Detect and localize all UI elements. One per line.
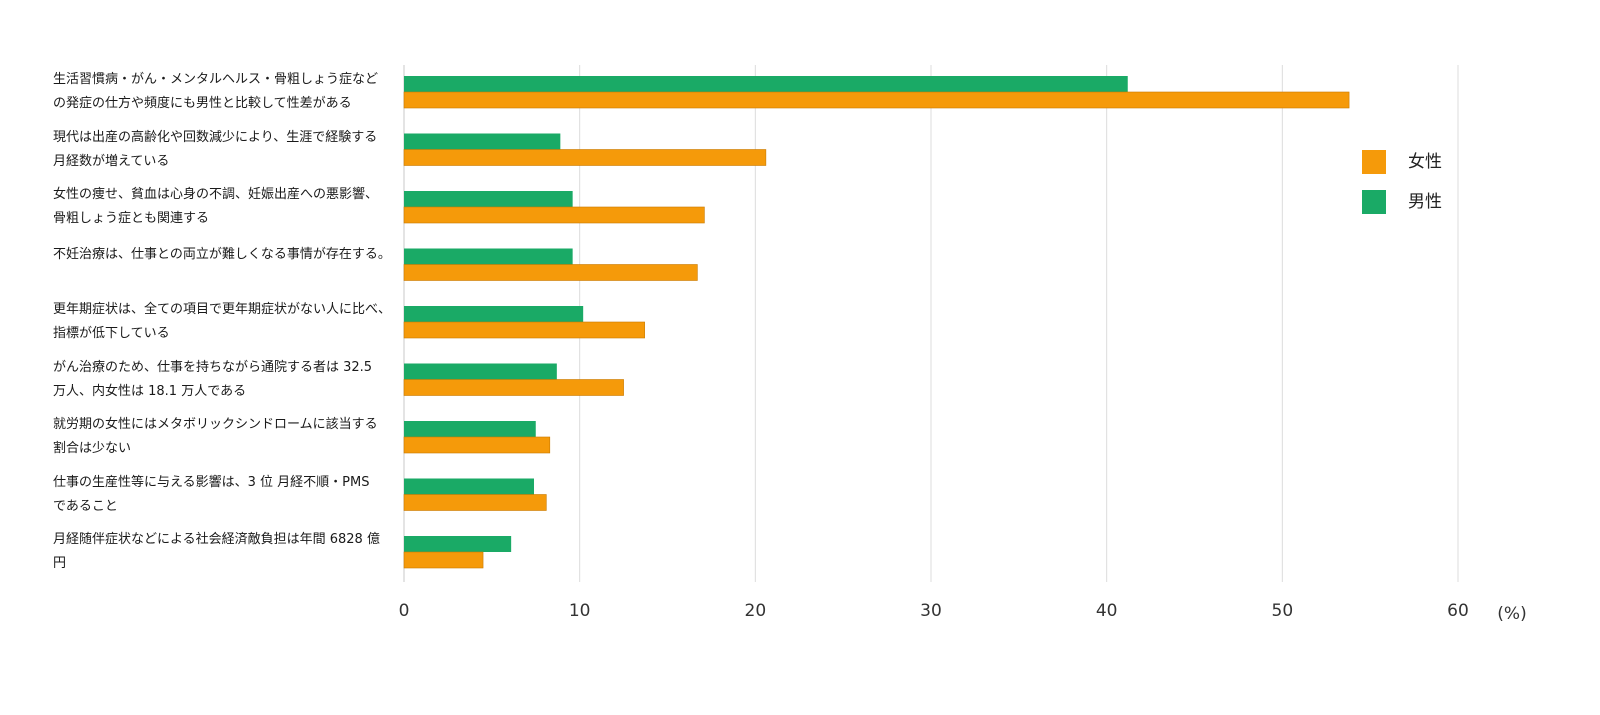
bar-male-2 — [404, 133, 561, 150]
x-tick-label-40: 40 — [1095, 601, 1118, 621]
bar-female-6 — [403, 379, 624, 396]
bar-female-1 — [403, 91, 1350, 109]
legend-swatch-2 — [1362, 190, 1386, 214]
x-tick-label-10: 10 — [568, 601, 591, 621]
x-tick-label-0: 0 — [398, 601, 410, 621]
category-label-8: 仕事の生産性等に与える影響は、3 位 月経不順・PMS であること — [53, 474, 370, 514]
bar-female-5 — [403, 321, 645, 339]
category-label-2: 現代は出産の高齢化や回数減少により、生涯で経験する 月経数が増えている — [53, 129, 378, 169]
category-label-4: 不妊治療は、仕事との両立が難しくなる事情が存在する。 — [53, 246, 391, 262]
x-tick-label-50: 50 — [1271, 601, 1294, 621]
bar-female-8 — [403, 494, 547, 511]
bar-male-7 — [404, 421, 536, 437]
bar-male-3 — [404, 191, 573, 207]
bar-female-7 — [403, 436, 551, 454]
bar-female-9 — [403, 551, 484, 569]
category-label-5: 更年期症状は、全ての項目で更年期症状がない人に比べ、 指標が低下している — [53, 302, 392, 341]
bar-male-8 — [404, 478, 534, 495]
x-tick-label-30: 30 — [920, 601, 942, 621]
bar-female-3 — [403, 206, 705, 224]
category-label-1: 生活習慣病・がん・メンタルヘルス・骨粗しょう症など の発症の仕方や頻度にも男性と… — [53, 72, 379, 111]
x-tick-label-60: 60 — [1447, 601, 1469, 621]
category-label-6: がん治療のため、仕事を持ちながら通院する者は 32.5 万人、内女性は 18.1… — [53, 359, 373, 399]
bar-male-6 — [404, 363, 557, 380]
bar-male-9 — [404, 536, 512, 552]
category-label-9: 月経随伴症状などによる社会経済敵負担は年間 6828 億 円 — [53, 532, 380, 571]
category-label-3: 女性の痩せ、貧血は心身の不調、妊娠出産への悪影響、 骨粗しょう症とも関連する — [53, 187, 379, 226]
bar-female-2 — [403, 149, 767, 166]
legend-swatch-1 — [1362, 150, 1386, 174]
x-tick-label-20: 20 — [744, 601, 767, 621]
legend-label-1: 女性 — [1408, 152, 1442, 172]
x-axis-unit: (%) — [1497, 604, 1527, 624]
bars — [403, 76, 1350, 569]
bar-male-1 — [404, 76, 1128, 92]
bar-female-4 — [403, 264, 698, 281]
bar-male-5 — [404, 306, 584, 322]
bar-male-4 — [404, 248, 573, 265]
legend-label-2: 男性 — [1408, 192, 1442, 212]
category-label-7: 就労期の女性にはメタボリックシンドロームに該当する 割合は少ない — [53, 417, 378, 456]
